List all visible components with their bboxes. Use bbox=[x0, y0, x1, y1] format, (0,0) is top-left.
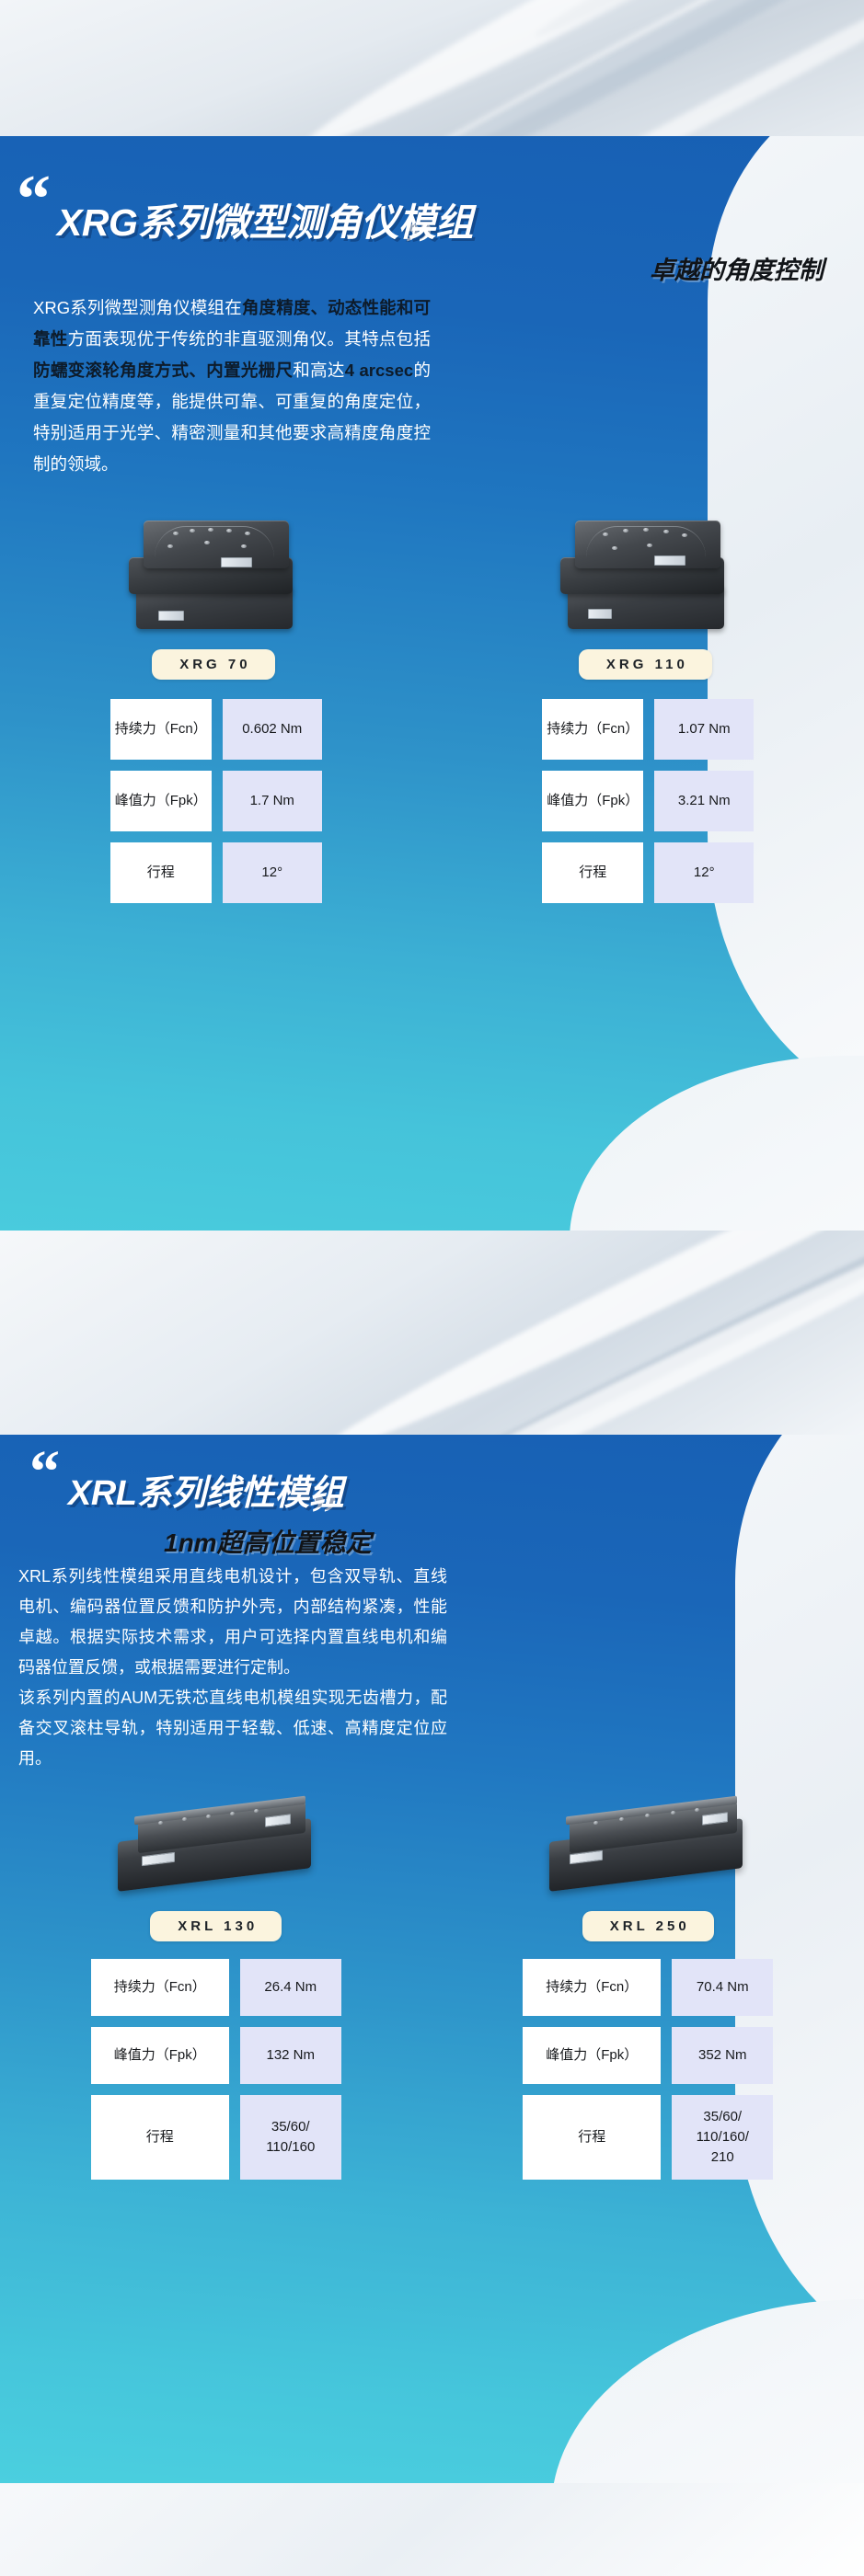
xrl130-spec-table: 持续力（Fcn） 26.4 Nm 峰值力（Fpk） 132 Nm 行程 35/6… bbox=[90, 1959, 341, 2180]
xrg-description: XRG系列微型测角仪模组在角度精度、动态性能和可靠性方面表现优于传统的非直驱测角… bbox=[33, 298, 431, 474]
section-xrg: “ ” XRG系列微型测角仪模组 卓越的角度控制 XRG系列微型测角仪模组在角度… bbox=[0, 136, 864, 1231]
spec-value: 0.602 Nm bbox=[222, 699, 322, 760]
xrg70-product-image bbox=[120, 513, 313, 642]
table-row: 行程 12° bbox=[109, 842, 322, 903]
spec-label: 峰值力（Fpk） bbox=[90, 2027, 229, 2084]
xrl-paragraph-2: 该系列内置的AUM无铁芯直线电机模组实现无齿槽力，配备交叉滚柱导轨，特别适用于轻… bbox=[18, 1689, 447, 1768]
spec-value: 26.4 Nm bbox=[239, 1959, 341, 2016]
xrg-subtitle: 卓越的角度控制 bbox=[650, 257, 824, 284]
table-row: 峰值力（Fpk） 132 Nm bbox=[90, 2027, 341, 2084]
xrl130-product-image bbox=[110, 1793, 322, 1904]
table-row: 行程 35/60/110/160/210 bbox=[523, 2095, 774, 2180]
xrl-spec-tables: 持续力（Fcn） 26.4 Nm 峰值力（Fpk） 132 Nm 行程 35/6… bbox=[0, 1959, 864, 2180]
spec-value: 352 Nm bbox=[672, 2027, 774, 2084]
table-row: 峰值力（Fpk） 352 Nm bbox=[523, 2027, 774, 2084]
bottom-background bbox=[0, 2465, 864, 2576]
xrl-product-images bbox=[0, 1784, 864, 1904]
spec-value: 132 Nm bbox=[239, 2027, 341, 2084]
quote-open-icon: “ bbox=[29, 1438, 60, 1506]
xrl-model-names: XRL 130 XRL 250 bbox=[0, 1911, 864, 1941]
middle-background-swoosh bbox=[0, 1223, 864, 1444]
table-row: 持续力（Fcn） 26.4 Nm bbox=[90, 1959, 341, 2016]
model-name-badge: XRL 250 bbox=[582, 1911, 714, 1941]
model-name-badge: XRG 110 bbox=[578, 649, 712, 680]
xrg-model-names: XRG 70 XRG 110 bbox=[0, 649, 864, 680]
spec-label: 峰值力（Fpk） bbox=[542, 771, 644, 831]
xrl250-product-image bbox=[542, 1793, 754, 1904]
table-row: 行程 35/60/110/160 bbox=[90, 2095, 341, 2180]
spec-value: 12° bbox=[222, 842, 322, 903]
model-name-badge: XRG 70 bbox=[152, 649, 275, 680]
spec-value: 1.7 Nm bbox=[222, 771, 322, 831]
table-row: 持续力（Fcn） 1.07 Nm bbox=[542, 699, 755, 760]
table-row: 峰值力（Fpk） 1.7 Nm bbox=[109, 771, 322, 831]
spec-value: 3.21 Nm bbox=[654, 771, 755, 831]
spec-label: 峰值力（Fpk） bbox=[109, 771, 212, 831]
xrl-description: XRL系列线性模组采用直线电机设计，包含双导轨、直线电机、编码器位置反馈和防护外… bbox=[18, 1562, 447, 1774]
spec-label: 持续力（Fcn） bbox=[109, 699, 212, 760]
quote-close-icon: ” bbox=[311, 1483, 338, 1543]
brand-badge bbox=[157, 611, 184, 621]
xrg-spec-tables: 持续力（Fcn） 0.602 Nm 峰值力（Fpk） 1.7 Nm 行程 12°… bbox=[0, 699, 864, 903]
spec-label: 持续力（Fcn） bbox=[90, 1959, 229, 2016]
spec-label: 行程 bbox=[523, 2095, 662, 2180]
spec-value: 35/60/110/160/210 bbox=[672, 2095, 774, 2180]
xrg-product-images bbox=[0, 504, 864, 642]
spec-label: 持续力（Fcn） bbox=[542, 699, 644, 760]
spec-label: 峰值力（Fpk） bbox=[523, 2027, 662, 2084]
xrl-paragraph-1: XRL系列线性模组采用直线电机设计，包含双导轨、直线电机、编码器位置反馈和防护外… bbox=[18, 1567, 447, 1677]
table-row: 行程 12° bbox=[542, 842, 755, 903]
table-row: 持续力（Fcn） 70.4 Nm bbox=[523, 1959, 774, 2016]
spec-value: 12° bbox=[654, 842, 755, 903]
model-name-badge: XRL 130 bbox=[150, 1911, 282, 1941]
xrl250-spec-table: 持续力（Fcn） 70.4 Nm 峰值力（Fpk） 352 Nm 行程 35/6… bbox=[523, 1959, 774, 2180]
xrg110-product-image bbox=[551, 513, 744, 642]
spec-value: 1.07 Nm bbox=[654, 699, 755, 760]
xrl-subtitle: 1nm超高位置稳定 bbox=[164, 1528, 372, 1557]
spec-label: 持续力（Fcn） bbox=[523, 1959, 662, 2016]
spec-value: 70.4 Nm bbox=[672, 1959, 774, 2016]
table-row: 峰值力（Fpk） 3.21 Nm bbox=[542, 771, 755, 831]
quote-open-icon: “ bbox=[17, 162, 51, 237]
spec-label: 行程 bbox=[542, 842, 644, 903]
brand-badge bbox=[588, 609, 613, 619]
spec-label: 行程 bbox=[109, 842, 212, 903]
brand-badge bbox=[654, 555, 686, 566]
table-row: 持续力（Fcn） 0.602 Nm bbox=[109, 699, 322, 760]
xrg70-spec-table: 持续力（Fcn） 0.602 Nm 峰值力（Fpk） 1.7 Nm 行程 12° bbox=[109, 699, 322, 903]
quote-close-icon: ” bbox=[405, 212, 433, 275]
spec-value: 35/60/110/160 bbox=[239, 2095, 341, 2180]
xrl-title: XRL系列线性模组 bbox=[68, 1474, 344, 1513]
spec-label: 行程 bbox=[90, 2095, 229, 2180]
section-xrl: “ ” XRL系列线性模组 1nm超高位置稳定 XRL系列线性模组采用直线电机设… bbox=[0, 1435, 864, 2483]
xrg110-spec-table: 持续力（Fcn） 1.07 Nm 峰值力（Fpk） 3.21 Nm 行程 12° bbox=[542, 699, 755, 903]
brand-badge bbox=[220, 557, 252, 567]
xrg-title: XRG系列微型测角仪模组 bbox=[57, 201, 473, 244]
